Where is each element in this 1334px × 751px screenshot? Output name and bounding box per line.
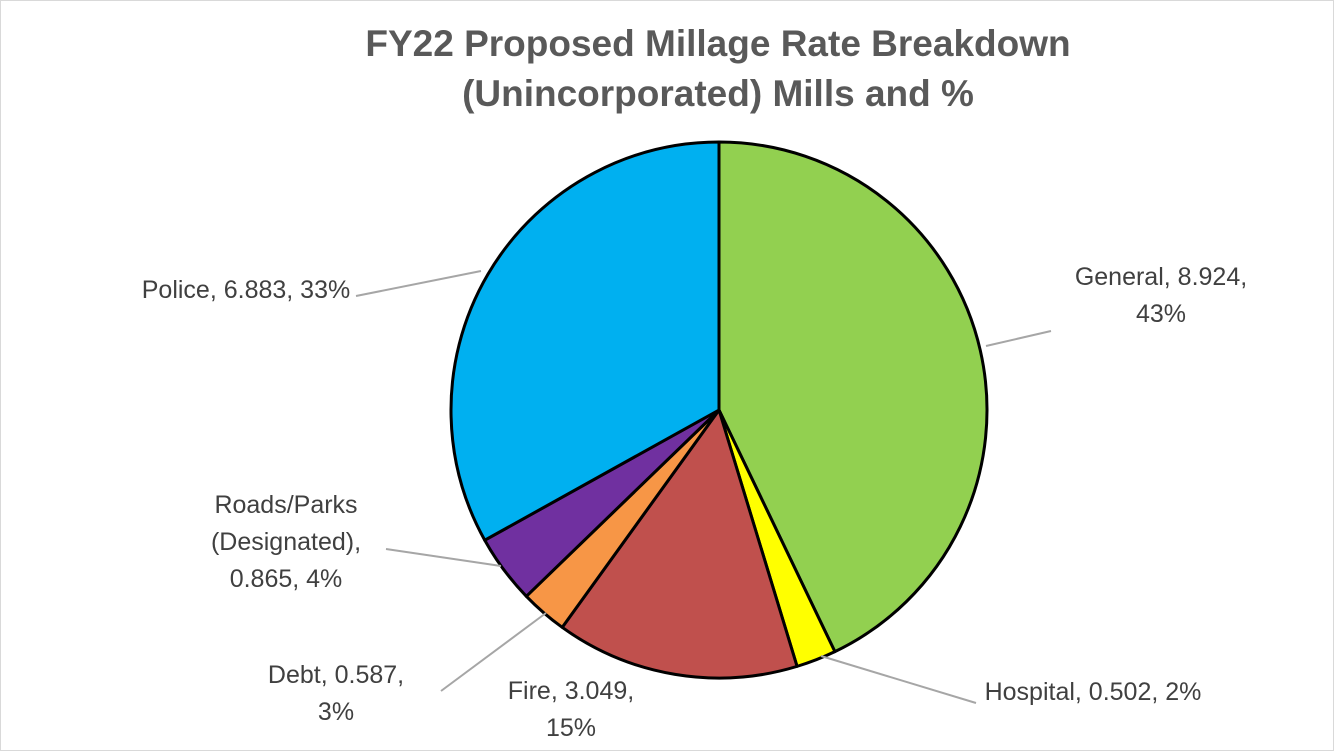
leader-line xyxy=(985,330,1052,347)
data-label: Debt, 0.587, 3% xyxy=(267,661,405,726)
leader-line xyxy=(355,270,482,297)
leader-line xyxy=(820,655,977,704)
leader-line xyxy=(385,548,502,567)
chart-title: FY22 Proposed Millage Rate Breakdown (Un… xyxy=(365,23,1071,114)
data-label: Roads/Parks (Designated), 0.865, 4% xyxy=(210,491,362,593)
leader-line xyxy=(440,612,547,692)
data-label: Hospital, 0.502, 2% xyxy=(984,678,1202,706)
data-label: Police, 6.883, 33% xyxy=(141,276,351,304)
pie-slice xyxy=(717,140,989,654)
data-label: Fire, 3.049, 15% xyxy=(507,677,635,742)
pie-slice xyxy=(560,408,799,680)
slices xyxy=(449,140,989,680)
pie-slice xyxy=(449,140,721,542)
data-label: General, 8.924, 43% xyxy=(1074,263,1248,328)
